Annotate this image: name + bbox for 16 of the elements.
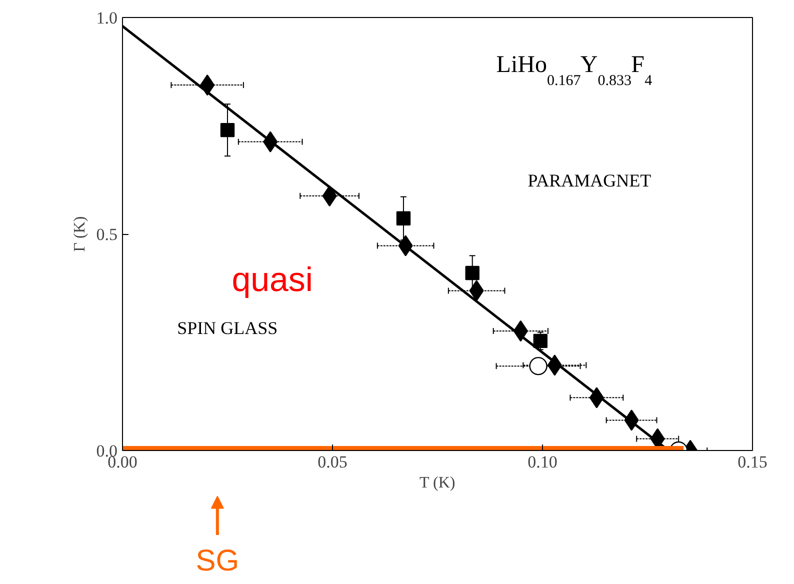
x-tick-label: 0.10	[528, 452, 558, 472]
point	[220, 122, 235, 138]
annotation: quasi	[232, 260, 313, 299]
annotation: PARAMAGNET	[528, 170, 652, 191]
point	[465, 266, 480, 280]
x-tick-label: 0.05	[318, 452, 348, 472]
annotation: SPIN GLASS	[177, 318, 278, 338]
point	[529, 356, 548, 376]
x-tick-label: 0.15	[738, 452, 768, 472]
x-axis-title: T (K)	[420, 474, 456, 492]
y-tick-label: 0.5	[96, 225, 118, 244]
point	[533, 334, 548, 348]
y-tick-label: 1.0	[96, 8, 118, 28]
text: SG	[196, 544, 240, 578]
y-axis-title: Γ (K)	[71, 216, 88, 252]
point	[396, 211, 411, 226]
